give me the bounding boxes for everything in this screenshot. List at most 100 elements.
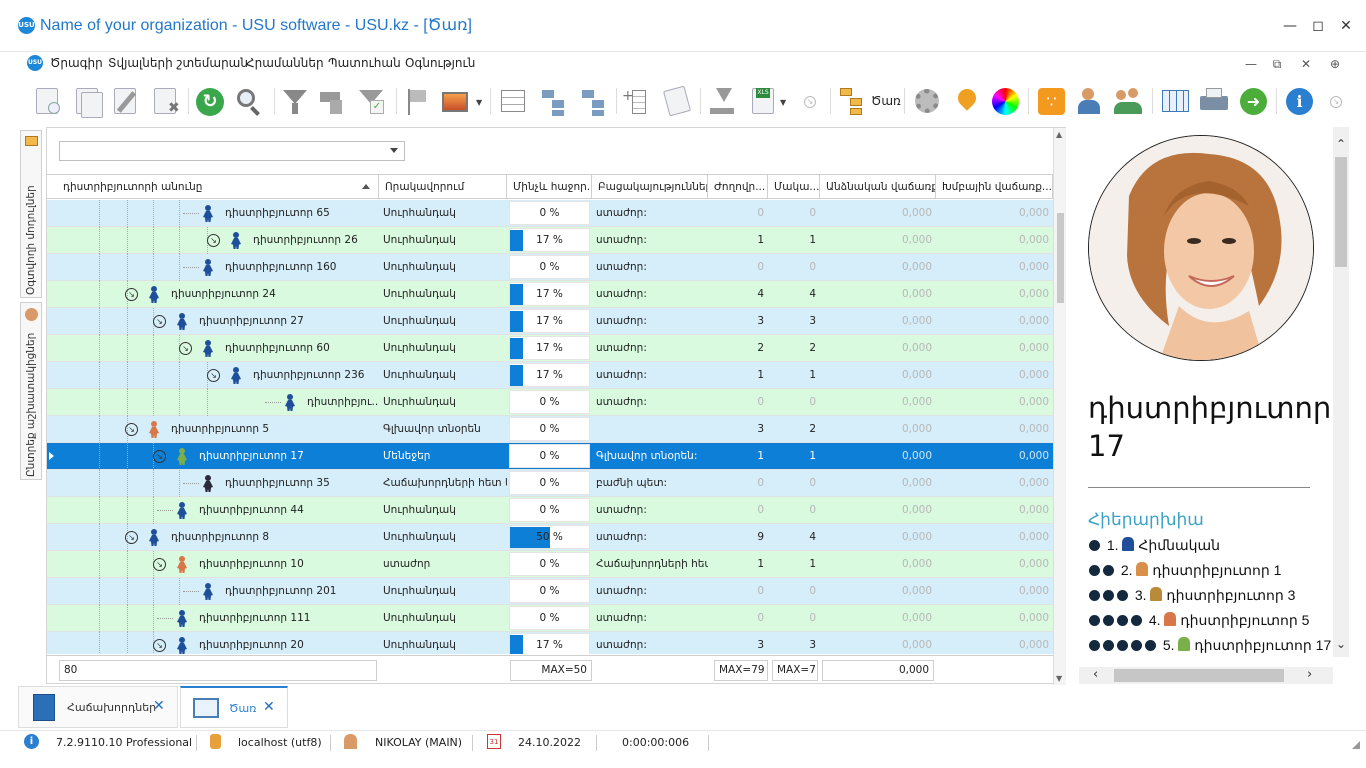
delete-record-icon[interactable]: ✖	[150, 86, 180, 116]
map-pin-icon[interactable]	[952, 85, 982, 116]
search-icon[interactable]	[234, 86, 264, 116]
col-header-absence[interactable]: Բացակայություններ	[592, 175, 708, 199]
mdi-restore-icon[interactable]: ⧉	[1272, 57, 1282, 71]
tree-view-label[interactable]: Ծառ	[871, 94, 901, 108]
table-row[interactable]: ↘ դիստրիբյուտոր 236 Սուրհանդակ 17 % ստաժոր: 1…	[47, 362, 1053, 389]
scroll-up-icon[interactable]: ▲	[1056, 130, 1063, 139]
tab-tree[interactable]: Ծառ ✕	[180, 686, 288, 728]
refresh-icon[interactable]: ↻	[194, 86, 224, 116]
tab-user-modules[interactable]: Օգտվողի մոդուլներ	[20, 130, 42, 298]
table-row[interactable]: դիստրիբյուտոր 201 Սուրհանդակ 0 % ստաժոր: 0 0 0…	[47, 578, 1053, 605]
tab-tree-close-icon[interactable]: ✕	[263, 699, 275, 715]
close-icon[interactable]: ✕	[1340, 18, 1352, 34]
report-icon[interactable]	[662, 85, 692, 117]
minimize-icon[interactable]: —	[1283, 18, 1297, 34]
edit-record-icon[interactable]	[110, 86, 140, 116]
table-row[interactable]: ↘ դիստրիբյուտոր 8 Սուրհանդակ 50 % ստաժոր: 9 4 0…	[47, 524, 1053, 551]
table-row[interactable]: ↘ դիստրիբյուտոր 27 Սուրհանդակ 17 % ստաժոր: 3 3…	[47, 308, 1053, 335]
details-horizontal-scrollbar[interactable]: ‹ ›	[1079, 667, 1333, 684]
table-row[interactable]: դիստրիբյուտոր 65 Սուրհանդակ 0 % ստաժոր: 0 0 0,…	[47, 200, 1053, 227]
mdi-minimize-icon[interactable]: —	[1245, 57, 1257, 71]
table-icon[interactable]	[1160, 86, 1190, 116]
details-scroll-down-icon[interactable]: ⌄	[1336, 637, 1347, 651]
table-row[interactable]: դիստրիբյուտոր 111 Սուրհանդակ 0 % ստաժոր: 0 0 0…	[47, 605, 1053, 632]
expand-row-icon[interactable]: ↘	[207, 369, 220, 382]
menu-database[interactable]: Տվյալների շտեմարան	[108, 56, 248, 70]
col-header-personal-sales[interactable]: Անձնական վաճառք...	[820, 175, 936, 199]
image-icon[interactable]	[440, 86, 470, 116]
grid-vertical-scrollbar[interactable]: ▲ ▼	[1053, 128, 1066, 685]
export-dropdown-icon[interactable]: ▼	[780, 98, 787, 107]
toolbar-collapse-icon[interactable]: ↘	[804, 96, 816, 108]
tab-customers[interactable]: Հաճախորդներ ✕	[18, 686, 178, 728]
col-header-progress[interactable]: Մինչև հաջոր...	[507, 175, 592, 199]
col-header-level[interactable]: Մակա...	[768, 175, 820, 199]
mdi-close-icon[interactable]: ✕	[1300, 57, 1312, 71]
image-dropdown-icon[interactable]: ▼	[476, 98, 483, 107]
toolbar-expand-icon[interactable]: ↘	[1330, 96, 1342, 108]
rss-icon[interactable]: ∵	[1036, 86, 1066, 116]
import-icon[interactable]	[708, 86, 738, 116]
table-row[interactable]: ↘ դիստրիբյուտոր 10 ստաժոր 0 % Հաճախորդների հ…	[47, 551, 1053, 578]
tree-collapse-icon[interactable]	[538, 86, 568, 116]
table-row[interactable]: ↘ դիստրիբյուտոր 17 Մենեջեր 0 % Գլխավոր տնօրե…	[47, 443, 1053, 470]
flag-icon[interactable]	[402, 86, 432, 116]
expand-row-icon[interactable]: ↘	[179, 342, 192, 355]
expand-row-icon[interactable]: ↘	[153, 558, 166, 571]
tab-customers-close-icon[interactable]: ✕	[153, 698, 165, 714]
details-scroll-right-icon[interactable]: ›	[1307, 667, 1313, 682]
filter-icon[interactable]	[280, 86, 310, 116]
settings-gear-icon[interactable]	[912, 86, 942, 116]
table-row[interactable]: ↘ դիստրիբյուտոր 20 Սուրհանդակ 17 % ստաժոր: 3 3…	[47, 632, 1053, 654]
scroll-down-icon[interactable]: ▼	[1056, 674, 1063, 683]
expand-row-icon[interactable]: ↘	[207, 234, 220, 247]
table-row[interactable]: դիստրիբյուտոր 35 Հաճախորդների հետ կ... 0 %…	[47, 470, 1053, 497]
col-header-qualification[interactable]: Որակավորում	[379, 175, 507, 199]
add-record-icon[interactable]	[32, 86, 62, 116]
expand-rows-icon[interactable]	[498, 86, 528, 116]
export-excel-icon[interactable]: XLS	[748, 86, 778, 116]
details-vertical-scrollbar[interactable]: ⌃ ⌄	[1333, 127, 1349, 657]
col-header-group-sales[interactable]: Խմբային վաճառք...	[936, 175, 1053, 199]
table-row[interactable]: ↘ դիստրիբյուտոր 5 Գլխավոր տնօրեն 0 % 3 2 0,000…	[47, 416, 1053, 443]
table-row[interactable]: դիստրիբյուտոր 44 Սուրհանդակ 0 % ստաժոր: 0 0 0,…	[47, 497, 1053, 524]
menu-help[interactable]: Օգնություն	[405, 56, 476, 70]
col-header-name[interactable]: դիստրիբյուտորի անունը	[57, 175, 379, 199]
info-icon[interactable]: i	[1284, 86, 1314, 116]
filter-combo[interactable]	[59, 141, 405, 161]
table-row[interactable]: ↘ դիստրիբյուտոր 60 Սուրհանդակ 17 % ստաժոր: 2 2…	[47, 335, 1053, 362]
filter-settings-icon[interactable]	[318, 86, 348, 116]
expand-row-icon[interactable]: ↘	[153, 450, 166, 463]
expand-row-icon[interactable]: ↘	[125, 531, 138, 544]
users-group-icon[interactable]	[1114, 86, 1144, 116]
user-key-icon[interactable]	[1076, 86, 1106, 116]
print-icon[interactable]	[1198, 86, 1228, 116]
expand-row-icon[interactable]: ↘	[153, 315, 166, 328]
table-row[interactable]: դիստրիբյուտոր 160 Սուրհանդակ 0 % ստաժոր: 0 0 0…	[47, 254, 1053, 281]
maximize-icon[interactable]: ◻	[1312, 18, 1324, 34]
tab-select-employees[interactable]: Ընտրեք աշխատակիցներ	[20, 302, 42, 480]
details-scroll-left-icon[interactable]: ‹	[1093, 667, 1099, 682]
details-scroll-thumb[interactable]	[1335, 157, 1347, 267]
chevron-down-icon[interactable]	[390, 148, 398, 153]
next-arrow-icon[interactable]: ➜	[1238, 86, 1268, 116]
expand-row-icon[interactable]: ↘	[125, 288, 138, 301]
color-wheel-icon[interactable]	[990, 86, 1020, 116]
col-header-people[interactable]: Ժողովր...	[708, 175, 768, 199]
menu-program[interactable]: Ծրագիր	[50, 56, 103, 70]
table-row[interactable]: ↘ դիստրիբյուտոր 26 Սուրհանդակ 17 % ստաժոր: 1 1…	[47, 227, 1053, 254]
filter-apply-icon[interactable]: ✓	[356, 86, 386, 116]
table-row[interactable]: ↘ դիստրիբյուտոր 24 Սուրհանդակ 17 % ստաժոր: 4 4…	[47, 281, 1053, 308]
copy-record-icon[interactable]	[72, 86, 103, 118]
resize-grip-icon[interactable]	[1352, 741, 1360, 749]
details-scroll-up-icon[interactable]: ⌃	[1336, 137, 1347, 151]
tree-expand-icon[interactable]	[578, 86, 608, 116]
grid-scroll-thumb[interactable]	[1057, 213, 1064, 303]
tree-view-icon[interactable]	[838, 86, 868, 116]
table-row[interactable]: դիստրիբյու... Սուրհանդակ 0 % ստաժոր: 0 0 0,000…	[47, 389, 1053, 416]
details-hscroll-thumb[interactable]	[1114, 669, 1284, 682]
expand-row-icon[interactable]: ↘	[153, 639, 166, 652]
menu-commands[interactable]: Հրամաններ	[246, 56, 324, 70]
add-column-icon[interactable]: +	[622, 86, 652, 116]
expand-row-icon[interactable]: ↘	[125, 423, 138, 436]
